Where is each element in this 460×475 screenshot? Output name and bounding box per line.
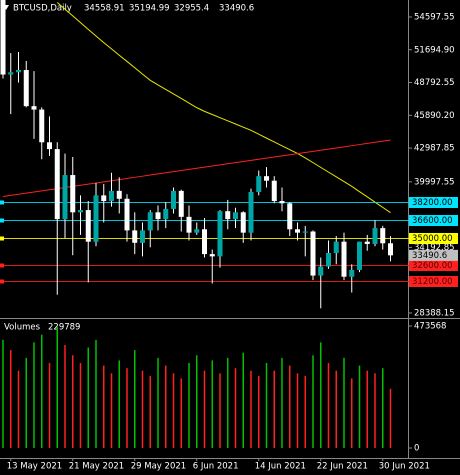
candle-body <box>202 229 207 255</box>
x-tick-label: 14 Jun 2021 <box>255 462 306 472</box>
candle-body <box>357 241 362 270</box>
x-tick-label: 29 May 2021 <box>131 462 186 472</box>
candle-body <box>209 254 215 257</box>
candle-body <box>295 229 300 233</box>
candle-body <box>54 149 60 220</box>
candle-body <box>264 176 269 181</box>
volume-last: 229789 <box>48 323 80 333</box>
candle-body <box>318 266 324 276</box>
candle-body <box>93 195 99 242</box>
level-marker <box>0 236 4 241</box>
candle-body <box>124 198 130 231</box>
level-label: 38200.00 <box>412 198 453 208</box>
volume-title: Volumes <box>4 323 41 333</box>
candle-body <box>341 241 347 277</box>
level-label-box <box>409 260 458 271</box>
candle-body <box>85 210 91 242</box>
candle-body <box>217 211 223 257</box>
level-label-box <box>409 197 458 208</box>
candle-body <box>333 241 339 253</box>
y-tick-label: 45890.20 <box>414 111 455 121</box>
x-tick-label: 22 Jun 2021 <box>317 462 368 472</box>
level-label-box <box>409 215 458 226</box>
current-price-box <box>409 249 458 261</box>
y-tick-label: 51694.90 <box>414 45 455 55</box>
level-marker <box>0 218 4 223</box>
level-marker <box>0 279 4 284</box>
level-label-box <box>409 276 458 287</box>
candle-body <box>0 0 6 75</box>
candle-body <box>31 106 37 110</box>
candle-body <box>388 243 393 256</box>
current-price-label: 33490.6 <box>412 251 447 261</box>
candle-body <box>349 269 355 277</box>
candle-body <box>62 175 68 220</box>
y-tick-label: 42987.85 <box>414 144 455 154</box>
candle-body <box>310 231 316 276</box>
candle-body <box>47 142 52 150</box>
level-label: 32600.00 <box>412 261 453 271</box>
candle-body <box>16 70 21 73</box>
candle-body <box>8 72 14 75</box>
y-tick-label: 48792.55 <box>414 78 455 88</box>
level-marker <box>0 200 4 205</box>
candle-body <box>364 241 370 244</box>
level-marker <box>0 263 4 268</box>
candle-body <box>248 191 254 233</box>
volume-tick-label: 0 <box>414 444 419 454</box>
moving-average <box>2 139 391 198</box>
candle-body <box>132 230 138 243</box>
candle-body <box>101 195 107 202</box>
symbol: BTCUSD,Daily <box>13 4 72 14</box>
candle-body <box>194 229 200 233</box>
volume-tick-label: 473568 <box>414 322 446 332</box>
level-label: 35000.00 <box>412 234 453 244</box>
moving-average <box>56 2 391 214</box>
level-label: 31200.00 <box>412 277 453 287</box>
candle-body <box>163 208 169 220</box>
candle-body <box>225 211 231 220</box>
header-high: 35194.99 <box>129 4 170 14</box>
candle-body <box>287 203 293 230</box>
candle-body <box>78 210 83 213</box>
candle-body <box>186 216 192 233</box>
candle-body <box>271 180 277 202</box>
y-tick-label: 54597.55 <box>414 12 455 22</box>
y-tick-label: 39997.55 <box>414 177 455 187</box>
header-close: 33490.6 <box>219 4 254 14</box>
candle-body <box>23 70 29 107</box>
candle-body <box>326 252 331 267</box>
header-open: 34558.91 <box>84 4 125 14</box>
candle-body <box>256 176 262 192</box>
candle-body <box>372 228 378 244</box>
candle-body <box>233 212 238 220</box>
candle-body <box>380 228 386 244</box>
candle-body <box>116 190 122 199</box>
x-tick-label: 21 May 2021 <box>69 462 124 472</box>
candle-body <box>70 175 76 213</box>
candle-body <box>240 212 246 233</box>
candle-body <box>147 212 153 231</box>
candle-body <box>155 212 161 220</box>
level-label-box <box>409 233 458 244</box>
candle-body <box>109 190 114 202</box>
x-tick-label: 13 May 2021 <box>7 462 62 472</box>
x-tick-label: 30 Jun 2021 <box>379 462 430 472</box>
candle-body <box>302 231 308 233</box>
x-tick-label: 6 Jun 2021 <box>193 462 239 472</box>
y-tick-label: 34192.85 <box>414 243 455 253</box>
header-low: 32955.4 <box>174 4 209 14</box>
candle-body <box>39 109 45 143</box>
candle-body <box>178 190 184 217</box>
candle-body <box>140 230 145 243</box>
y-tick-label: 28388.15 <box>414 308 455 318</box>
candle-body <box>279 201 285 204</box>
level-label: 36600.00 <box>412 216 453 226</box>
candle-body <box>171 190 176 209</box>
